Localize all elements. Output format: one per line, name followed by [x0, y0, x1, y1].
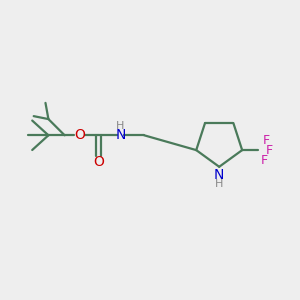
Text: N: N — [116, 128, 126, 142]
Text: F: F — [263, 134, 270, 147]
Text: H: H — [116, 121, 125, 131]
Text: H: H — [215, 178, 224, 189]
Text: F: F — [266, 144, 273, 157]
Text: O: O — [93, 155, 104, 170]
Text: O: O — [74, 128, 85, 142]
Text: N: N — [214, 168, 224, 182]
Text: F: F — [261, 154, 268, 167]
